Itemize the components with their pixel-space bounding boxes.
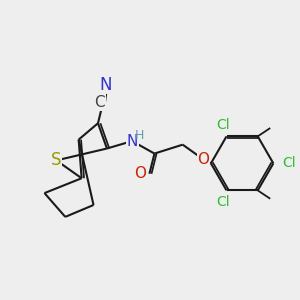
Text: S: S — [51, 152, 62, 169]
Text: Cl: Cl — [216, 118, 230, 132]
Text: O: O — [134, 166, 146, 181]
Text: O: O — [197, 152, 209, 167]
Text: N: N — [99, 76, 112, 94]
Text: Cl: Cl — [282, 156, 296, 170]
Text: H: H — [135, 129, 144, 142]
Text: C: C — [94, 95, 105, 110]
Text: N: N — [127, 134, 138, 148]
Text: Cl: Cl — [216, 195, 230, 209]
